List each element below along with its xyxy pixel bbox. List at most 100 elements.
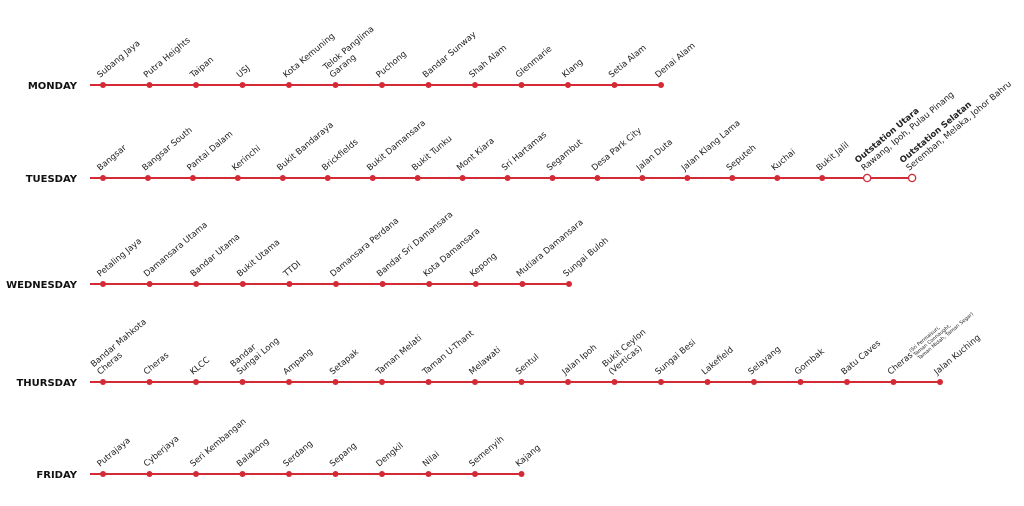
stop-dot — [844, 379, 850, 385]
stop-name: Serdang — [282, 439, 316, 469]
stop-label: Kuchai — [770, 148, 798, 174]
stop-label: Petaling Jaya — [96, 236, 144, 279]
stop-dot — [144, 175, 151, 181]
stop-label: Sepang — [328, 441, 359, 469]
stop-name: Melawati — [468, 345, 504, 377]
stop-dot — [797, 379, 804, 385]
stop-label: Putrajaya — [96, 436, 133, 470]
stop-dot — [193, 281, 200, 287]
stop-name: Dengkil — [375, 441, 406, 469]
stop-label: Taipan — [188, 55, 216, 81]
stop-label: Batu Caves — [840, 338, 884, 377]
stop-name: Seputeh — [725, 143, 759, 173]
stop-name: Kuchai — [770, 148, 798, 174]
stop-dot — [549, 175, 556, 181]
stop-name: Balakong — [235, 436, 271, 469]
stop-label: Taman Melati — [374, 333, 424, 378]
stop-label: Bandar Sri Damansara — [375, 210, 455, 279]
stop-name: Glenmarie — [514, 44, 554, 80]
stop-name: Denai Alam — [654, 41, 698, 80]
day-label: TUESDAY — [26, 174, 78, 185]
stop-dot — [425, 379, 432, 385]
stop-name: Segambut — [545, 137, 585, 173]
day-label: THURSDAY — [16, 378, 77, 389]
stop-dot — [379, 82, 385, 88]
stop-dot — [504, 175, 511, 181]
stop-label: Shah Alam — [468, 43, 509, 80]
stop-label: Bukit Tunku — [410, 134, 454, 173]
stop-dot — [324, 175, 331, 181]
stop-name: Jalan Ipoh — [560, 343, 599, 378]
stop-label: Cheras — [142, 350, 172, 377]
stop-dot — [425, 471, 432, 477]
stop-dot — [890, 379, 897, 385]
stop-label: Semenyih — [468, 434, 507, 469]
stop-name: Sepang — [328, 441, 359, 469]
stop-dot — [189, 175, 196, 181]
stop-name: Putrajaya — [96, 436, 133, 470]
stop-dot — [414, 175, 421, 181]
stop-dot — [472, 82, 478, 88]
stop-name: Subang Jaya — [96, 39, 143, 81]
stop-dot — [286, 82, 292, 88]
stop-dot — [239, 471, 246, 477]
stop-label: Kepong — [468, 251, 499, 279]
stop-label: Bukit Utama — [235, 238, 282, 280]
stop-dot — [518, 471, 525, 477]
stop-label: KLCC — [189, 355, 212, 377]
stop-name: Taman Melati — [374, 333, 424, 378]
stop-name: Sri Hartamas — [500, 130, 549, 174]
stop-label: Brickfields — [320, 137, 361, 173]
stop-name: Batu Caves — [840, 338, 884, 377]
stop-name: Puchong — [375, 49, 409, 80]
stop-dot — [146, 281, 153, 287]
stop-dot — [611, 379, 618, 385]
stop-label: Balakong — [235, 436, 271, 469]
stop-label: Melawati — [468, 345, 504, 377]
stop-label: Puchong — [375, 49, 409, 80]
day-label: WEDNESDAY — [6, 280, 78, 291]
stop-name: Putra Heights — [142, 35, 193, 80]
stop-name: Klang — [561, 57, 586, 80]
stop-label: Mont Kiara — [455, 136, 497, 173]
stop-label: Putra Heights — [142, 35, 193, 80]
stop-dot — [819, 175, 826, 181]
stop-name: Bandar Utama — [189, 232, 243, 279]
stop-dot — [518, 379, 525, 385]
stop-dot — [862, 173, 872, 183]
stop-label: Gombak — [793, 347, 827, 378]
stop-dot — [459, 175, 466, 181]
stop-dot — [100, 281, 106, 287]
stop-label: Bandar Utama — [189, 232, 243, 279]
day-label: MONDAY — [28, 81, 78, 92]
stop-label: Seputeh — [725, 143, 759, 173]
stop-dot — [518, 82, 525, 88]
stop-label: Bukit Jalil — [815, 140, 852, 173]
stop-dot — [100, 471, 106, 477]
stop-dot — [100, 82, 106, 88]
stop-name: USJ — [235, 64, 252, 81]
stop-name: Sungai Buloh — [562, 236, 611, 280]
stop-dot — [193, 471, 199, 477]
stop-label: Pantai Dalam — [185, 129, 235, 173]
stop-dot — [937, 379, 943, 385]
stop-name: Sungai Besi — [654, 338, 699, 378]
stop-label: Sungai Besi — [654, 338, 699, 378]
stop-name: Bukit Tunku — [410, 134, 454, 173]
stop-dot — [658, 82, 664, 88]
stop-dot — [286, 379, 292, 385]
stop-dot — [751, 379, 757, 385]
stop-dot — [332, 379, 339, 385]
stop-name: TTDI — [281, 259, 303, 280]
stop-label: Sri Hartamas — [500, 130, 549, 174]
stop-name: Semenyih — [468, 434, 507, 469]
stop-dot — [684, 175, 691, 181]
stop-label: Ampang — [282, 347, 316, 377]
stop-label: Dengkil — [375, 441, 406, 469]
stop-dot — [369, 175, 376, 181]
stop-label: Sentul — [514, 352, 541, 377]
stop-name: Ampang — [282, 347, 316, 377]
stop-dot — [658, 379, 664, 385]
stop-dot — [239, 82, 246, 88]
